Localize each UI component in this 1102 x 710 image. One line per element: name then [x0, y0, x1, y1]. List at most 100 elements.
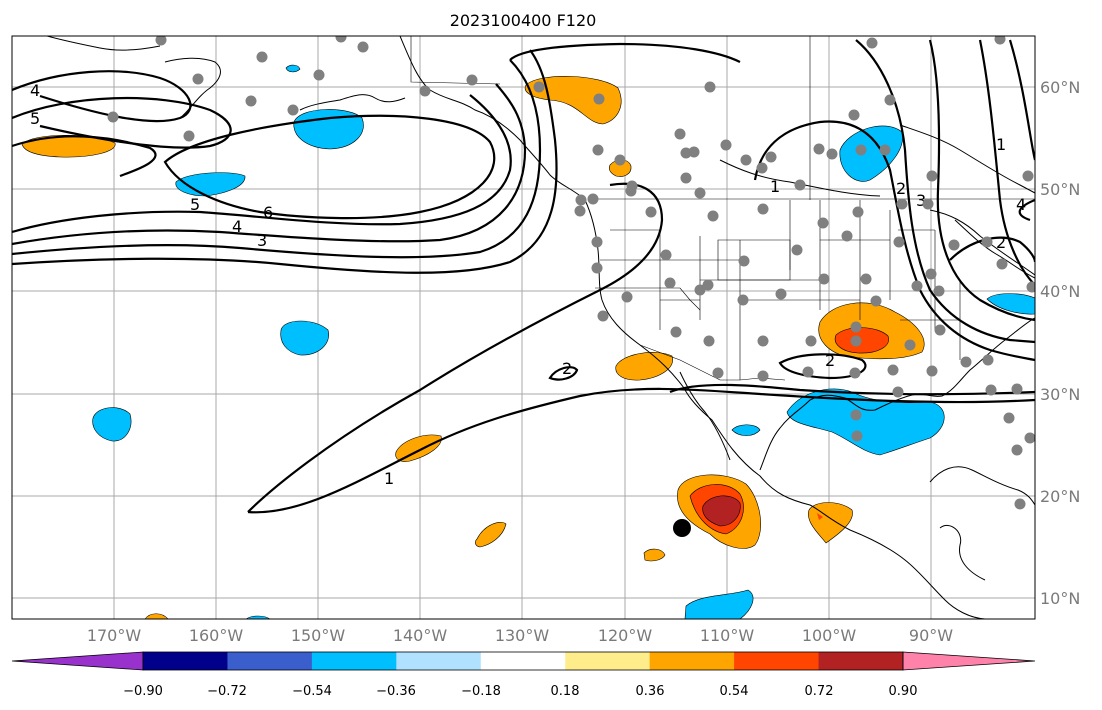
- contour-label: 2: [996, 233, 1006, 252]
- station-marker: [419, 85, 431, 97]
- station-marker: [860, 273, 872, 285]
- colorbar-tick-labels: −0.90 −0.72 −0.54 −0.36 −0.18 0.18 0.36 …: [123, 684, 917, 699]
- colorbar-tick-label: −0.54: [292, 684, 332, 699]
- lat-tick-label: 50°N: [1040, 180, 1080, 199]
- negative-anomaly-region: [92, 407, 132, 442]
- station-marker: [720, 139, 732, 151]
- longitude-tick-labels: 170°W 160°W 150°W 140°W 130°W 120°W 110°…: [87, 626, 953, 645]
- contour-line: [548, 366, 579, 381]
- station-marker: [614, 154, 626, 166]
- station-marker: [805, 335, 817, 347]
- contour-line: [753, 120, 1035, 362]
- station-marker: [866, 37, 878, 49]
- negative-anomaly-region: [285, 64, 301, 73]
- station-marker: [575, 194, 587, 206]
- station-marker: [756, 162, 768, 174]
- contour-line: [669, 383, 1035, 396]
- positive-anomaly-region: [615, 352, 673, 381]
- station-marker: [592, 144, 604, 156]
- contour-label: 1: [384, 469, 394, 488]
- station-marker: [911, 280, 923, 292]
- lon-tick-label: 150°W: [291, 626, 346, 645]
- station-marker: [948, 239, 960, 251]
- station-marker: [694, 284, 706, 296]
- station-marker: [887, 364, 899, 376]
- station-marker: [660, 249, 672, 261]
- contour-label: 5: [190, 195, 200, 214]
- station-marker: [670, 326, 682, 338]
- strong-positive-anomaly-region: [817, 513, 823, 520]
- station-marker: [1026, 281, 1035, 293]
- contour-line: [1018, 198, 1035, 222]
- station-marker: [155, 36, 167, 46]
- station-marker: [985, 384, 997, 396]
- contour-label: 5: [30, 109, 40, 128]
- colorbar-frame: [142, 651, 904, 671]
- station-marker: [1003, 412, 1015, 424]
- station-marker: [775, 288, 787, 300]
- station-marker: [192, 73, 204, 85]
- contour-line: [509, 42, 741, 63]
- anomaly-shading: [21, 64, 1035, 619]
- contour-label: 6: [263, 203, 273, 222]
- contour-label: 2: [825, 351, 835, 370]
- contour-line: [928, 39, 1035, 322]
- station-marker: [591, 236, 603, 248]
- station-marker: [994, 36, 1006, 45]
- lon-tick-label: 100°W: [802, 626, 857, 645]
- station-marker: [896, 198, 908, 210]
- colorbar-cell: [143, 652, 228, 670]
- political-borders: [410, 36, 1035, 381]
- colorbar-tick-label: −0.90: [123, 684, 163, 699]
- station-marker: [664, 277, 676, 289]
- station-marker: [852, 206, 864, 218]
- station-marker: [960, 356, 972, 368]
- lon-tick-label: 130°W: [495, 626, 550, 645]
- contour-lines: [12, 39, 1035, 514]
- storm-position-marker: [673, 519, 691, 537]
- station-marker: [466, 74, 478, 86]
- station-marker: [849, 367, 861, 379]
- station-marker: [791, 244, 803, 256]
- station-marker: [335, 36, 347, 43]
- colorbar-cell: [734, 652, 820, 670]
- very-strong-positive-anomaly-region: [702, 495, 741, 527]
- figure-title: 2023100400 F120: [450, 11, 597, 30]
- contour-label: 1: [996, 135, 1006, 154]
- station-marker: [933, 285, 945, 297]
- station-marker: [1024, 432, 1035, 444]
- station-marker: [357, 41, 369, 53]
- station-marker: [704, 81, 716, 93]
- negative-anomaly-region: [839, 125, 903, 182]
- station-marker: [593, 93, 605, 105]
- station-marker: [922, 198, 934, 210]
- station-marker: [740, 154, 752, 166]
- colorbar-tick-label: −0.36: [376, 684, 416, 699]
- station-marker: [884, 94, 896, 106]
- station-marker: [591, 262, 603, 274]
- lat-tick-label: 10°N: [1040, 589, 1080, 608]
- station-marker: [703, 335, 715, 347]
- station-marker: [183, 130, 195, 142]
- station-marker: [625, 185, 637, 197]
- positive-anomaly-region: [524, 75, 622, 125]
- station-marker: [765, 151, 777, 163]
- contour-label: 3: [916, 191, 926, 210]
- station-marker: [597, 310, 609, 322]
- station-marker: [1022, 170, 1034, 182]
- colorbar-cell: [565, 652, 651, 670]
- colorbar-tick-label: −0.72: [207, 684, 247, 699]
- contour-line: [12, 59, 542, 259]
- negative-anomaly-region: [175, 172, 246, 197]
- station-marker: [870, 295, 882, 307]
- contour-label: 2: [562, 359, 572, 378]
- station-marker: [926, 170, 938, 182]
- colorbar-cell: [818, 652, 904, 670]
- contour-line: [247, 387, 1035, 514]
- contour-labels: 4 5 6 5 4 3 2 1 1 2 2 3 4 1 2: [30, 81, 1026, 488]
- lat-tick-label: 40°N: [1040, 282, 1080, 301]
- station-marker: [645, 206, 657, 218]
- station-marker: [107, 111, 119, 123]
- contour-label: 1: [770, 177, 780, 196]
- contour-line: [855, 39, 1035, 344]
